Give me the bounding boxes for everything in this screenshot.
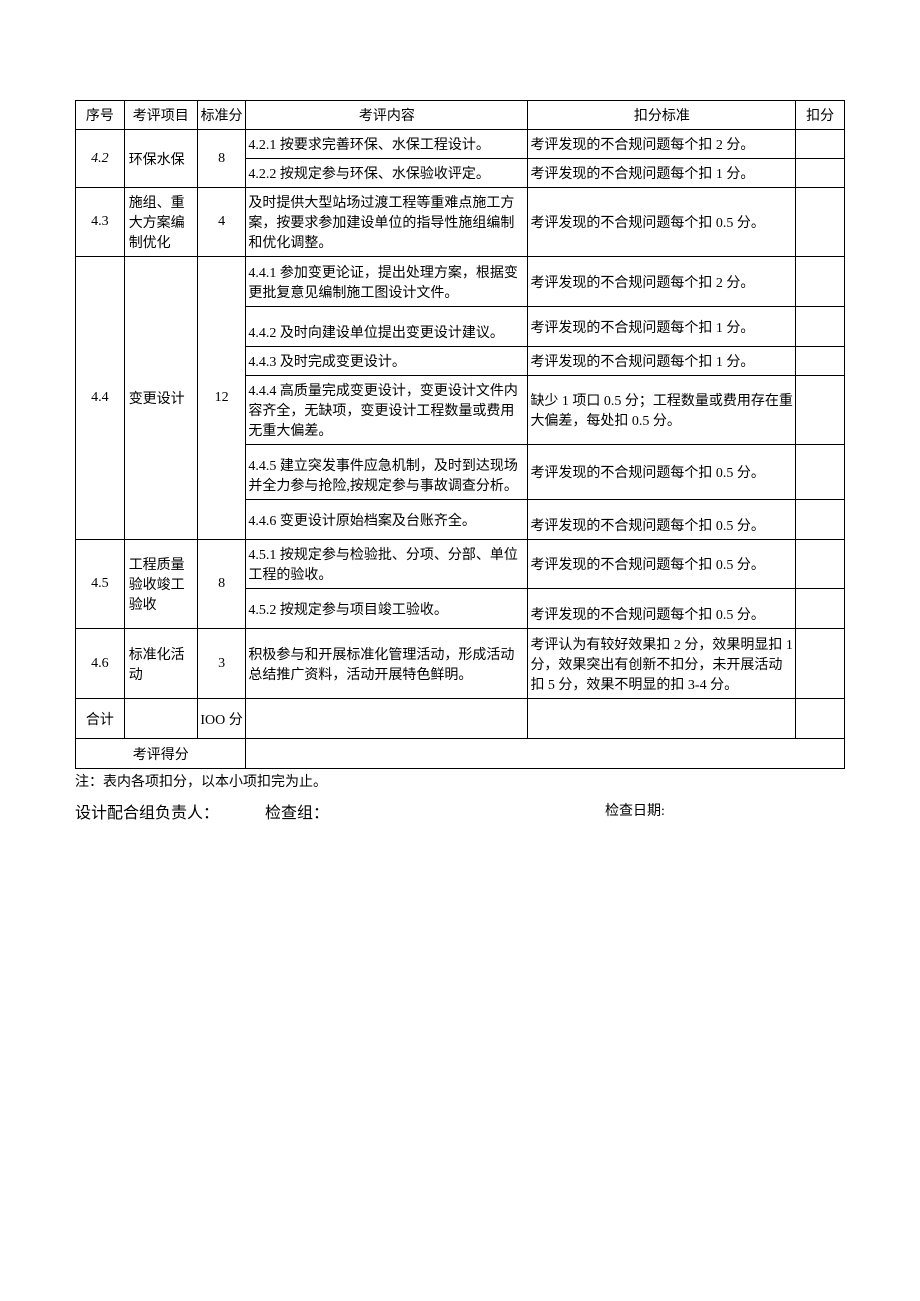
row-deduction bbox=[796, 500, 845, 540]
row-item: 环保水保 bbox=[124, 130, 197, 188]
row-deduction bbox=[796, 188, 845, 257]
row-std: 8 bbox=[197, 130, 246, 188]
row-deduction bbox=[796, 376, 845, 445]
table-total-row: 合计 IOO 分 bbox=[76, 699, 845, 739]
row-criteria: 考评发现的不合规问题每个扣 2 分。 bbox=[528, 257, 796, 307]
row-deduction bbox=[796, 130, 845, 159]
evaluation-table: 序号 考评项目 标准分 考评内容 扣分标准 扣分 4.2 环保水保 8 4.2.… bbox=[75, 100, 845, 769]
row-criteria: 考评发现的不合规问题每个扣 1 分。 bbox=[528, 307, 796, 347]
row-std: 8 bbox=[197, 540, 246, 629]
total-std: IOO 分 bbox=[197, 699, 246, 739]
row-deduction bbox=[796, 347, 845, 376]
signature-line: 设计配合组负责人： 检查组： 检查日期: bbox=[75, 799, 845, 823]
row-deduction bbox=[796, 307, 845, 347]
table-row: 4.4 变更设计 12 4.4.1 参加变更论证，提出处理方案，根据变更批复意见… bbox=[76, 257, 845, 307]
row-index: 4.5 bbox=[76, 540, 125, 629]
header-standard-score: 标准分 bbox=[197, 101, 246, 130]
row-index: 4.3 bbox=[76, 188, 125, 257]
row-deduction bbox=[796, 257, 845, 307]
header-criteria: 扣分标准 bbox=[528, 101, 796, 130]
row-item: 变更设计 bbox=[124, 257, 197, 540]
row-index: 4.2 bbox=[76, 130, 125, 188]
row-deduction bbox=[796, 540, 845, 589]
row-content: 及时提供大型站场过渡工程等重难点施工方案，按要求参加建设单位的指导性施组编制和优… bbox=[246, 188, 528, 257]
row-deduction bbox=[796, 445, 845, 500]
row-deduction bbox=[796, 629, 845, 699]
footer-note: 注：表内各项扣分，以本小项扣完为止。 bbox=[75, 771, 845, 791]
row-criteria: 考评发现的不合规问题每个扣 0.5 分。 bbox=[528, 188, 796, 257]
final-score-label: 考评得分 bbox=[76, 739, 246, 769]
row-content: 4.2.2 按规定参与环保、水保验收评定。 bbox=[246, 159, 528, 188]
row-content: 4.4.4 高质量完成变更设计，变更设计文件内容齐全，无缺项，变更设计工程数量或… bbox=[246, 376, 528, 445]
row-content: 4.2.1 按要求完善环保、水保工程设计。 bbox=[246, 130, 528, 159]
row-std: 12 bbox=[197, 257, 246, 540]
row-content: 4.5.1 按规定参与检验批、分项、分部、单位工程的验收。 bbox=[246, 540, 528, 589]
table-final-score-row: 考评得分 bbox=[76, 739, 845, 769]
row-content: 4.4.2 及时向建设单位提出变更设计建议。 bbox=[246, 307, 528, 347]
table-row: 4.6 标准化活动 3 积极参与和开展标准化管理活动，形成活动总结推广资料，活动… bbox=[76, 629, 845, 699]
row-criteria: 考评认为有较好效果扣 2 分，效果明显扣 1 分，效果突出有创新不扣分，未开展活… bbox=[528, 629, 796, 699]
sig-check-group: 检查组： bbox=[265, 799, 605, 823]
row-criteria: 考评发现的不合规问题每个扣 1 分。 bbox=[528, 347, 796, 376]
total-criteria-empty bbox=[528, 699, 796, 739]
row-item: 施组、重大方案编制优化 bbox=[124, 188, 197, 257]
sig-design-leader: 设计配合组负责人： bbox=[75, 799, 265, 823]
row-deduction bbox=[796, 159, 845, 188]
header-index: 序号 bbox=[76, 101, 125, 130]
row-content: 4.4.5 建立突发事件应急机制，及时到达现场并全力参与抢险,按规定参与事故调查… bbox=[246, 445, 528, 500]
total-label: 合计 bbox=[76, 699, 125, 739]
header-content: 考评内容 bbox=[246, 101, 528, 130]
row-std: 4 bbox=[197, 188, 246, 257]
row-deduction bbox=[796, 589, 845, 629]
row-item: 标准化活动 bbox=[124, 629, 197, 699]
header-item: 考评项目 bbox=[124, 101, 197, 130]
row-index: 4.4 bbox=[76, 257, 125, 540]
row-std: 3 bbox=[197, 629, 246, 699]
total-deduction-empty bbox=[796, 699, 845, 739]
table-row: 4.5 工程质量验收竣工验收 8 4.5.1 按规定参与检验批、分项、分部、单位… bbox=[76, 540, 845, 589]
row-item: 工程质量验收竣工验收 bbox=[124, 540, 197, 629]
total-content-empty bbox=[246, 699, 528, 739]
header-deduction: 扣分 bbox=[796, 101, 845, 130]
row-criteria: 考评发现的不合规问题每个扣 0.5 分。 bbox=[528, 589, 796, 629]
row-index: 4.6 bbox=[76, 629, 125, 699]
row-content: 4.4.1 参加变更论证，提出处理方案，根据变更批复意见编制施工图设计文件。 bbox=[246, 257, 528, 307]
table-row: 4.3 施组、重大方案编制优化 4 及时提供大型站场过渡工程等重难点施工方案，按… bbox=[76, 188, 845, 257]
final-score-value bbox=[246, 739, 845, 769]
table-row: 4.2 环保水保 8 4.2.1 按要求完善环保、水保工程设计。 考评发现的不合… bbox=[76, 130, 845, 159]
row-criteria: 考评发现的不合规问题每个扣 1 分。 bbox=[528, 159, 796, 188]
row-criteria: 缺少 1 项口 0.5 分；工程数量或费用存在重大偏差，每处扣 0.5 分。 bbox=[528, 376, 796, 445]
sig-check-date: 检查日期: bbox=[605, 799, 845, 823]
row-content: 4.4.3 及时完成变更设计。 bbox=[246, 347, 528, 376]
row-criteria: 考评发现的不合规问题每个扣 0.5 分。 bbox=[528, 445, 796, 500]
total-item-empty bbox=[124, 699, 197, 739]
row-criteria: 考评发现的不合规问题每个扣 0.5 分。 bbox=[528, 500, 796, 540]
row-criteria: 考评发现的不合规问题每个扣 2 分。 bbox=[528, 130, 796, 159]
row-content: 积极参与和开展标准化管理活动，形成活动总结推广资料，活动开展特色鲜明。 bbox=[246, 629, 528, 699]
row-content: 4.5.2 按规定参与项目竣工验收。 bbox=[246, 589, 528, 629]
row-criteria: 考评发现的不合规问题每个扣 0.5 分。 bbox=[528, 540, 796, 589]
row-content: 4.4.6 变更设计原始档案及台账齐全。 bbox=[246, 500, 528, 540]
table-header-row: 序号 考评项目 标准分 考评内容 扣分标准 扣分 bbox=[76, 101, 845, 130]
